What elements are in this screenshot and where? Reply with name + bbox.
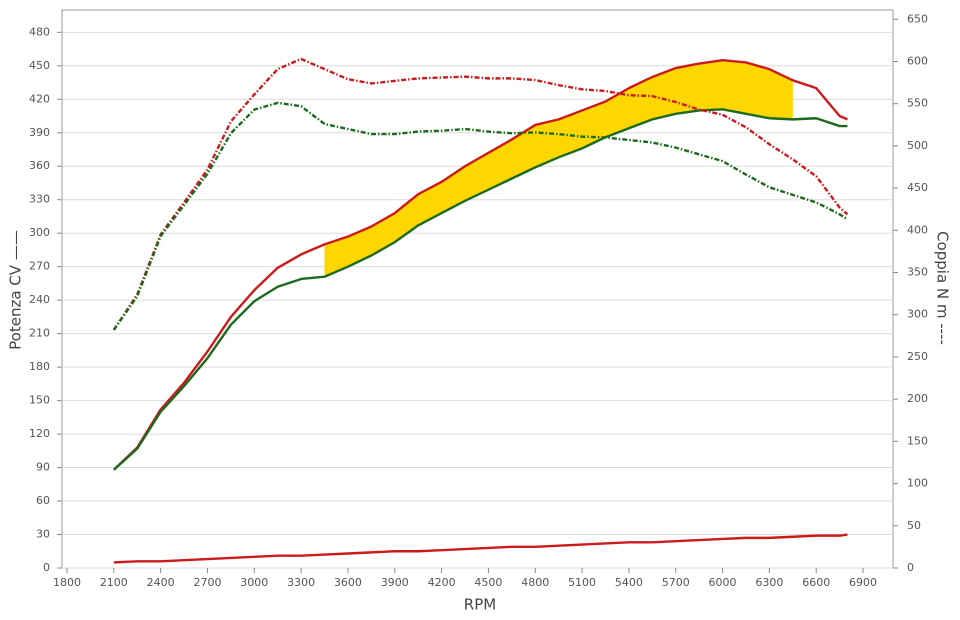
x-tick-label: 6600 xyxy=(802,576,830,589)
y-tick-label: 480 xyxy=(29,25,50,38)
x-tick-label: 3000 xyxy=(240,576,268,589)
y2-tick-label: 600 xyxy=(907,54,928,67)
y2-axis-title: Coppia N m ---- xyxy=(934,231,952,345)
y-tick-label: 150 xyxy=(29,394,50,407)
y-tick-label: 420 xyxy=(29,92,50,105)
y-tick-label: 270 xyxy=(29,260,50,273)
x-tick-label: 3600 xyxy=(334,576,362,589)
x-tick-label: 5100 xyxy=(568,576,596,589)
y-tick-label: 330 xyxy=(29,193,50,206)
series-line xyxy=(112,59,848,471)
x-tick-label: 5700 xyxy=(662,576,690,589)
y-axis-title: Potenza CV —— xyxy=(7,230,25,350)
y2-tick-label: 150 xyxy=(907,434,928,447)
y2-tick-label: 250 xyxy=(907,350,928,363)
x-tick-label: 5400 xyxy=(615,576,643,589)
y-tick-label: 360 xyxy=(29,159,50,172)
y2-tick-label: 350 xyxy=(907,266,928,279)
y2-tick-label: 100 xyxy=(907,477,928,490)
x-tick-label: 3900 xyxy=(381,576,409,589)
x-tick-label: 2100 xyxy=(100,576,128,589)
x-tick-label: 6900 xyxy=(849,576,877,589)
x-tick-label: 2400 xyxy=(147,576,175,589)
y2-tick-label: 650 xyxy=(907,12,928,25)
y-tick-label: 30 xyxy=(36,528,50,541)
series-line xyxy=(112,101,849,331)
x-tick-label: 4800 xyxy=(521,576,549,589)
series-line xyxy=(113,533,848,564)
y-tick-label: 450 xyxy=(29,59,50,72)
y2-tick-label: 200 xyxy=(907,392,928,405)
x-tick-label: 2700 xyxy=(193,576,221,589)
y2-tick-label: 300 xyxy=(907,308,928,321)
y-tick-label: 240 xyxy=(29,293,50,306)
y-tick-label: 90 xyxy=(36,461,50,474)
series-line xyxy=(112,57,849,331)
y-tick-label: 120 xyxy=(29,427,50,440)
y-tick-label: 0 xyxy=(43,561,50,574)
y2-tick-label: 0 xyxy=(907,561,914,574)
y-tick-label: 300 xyxy=(29,226,50,239)
x-tick-label: 1800 xyxy=(53,576,81,589)
x-tick-label: 4500 xyxy=(474,576,502,589)
x-tick-label: 6000 xyxy=(709,576,737,589)
y2-tick-label: 50 xyxy=(907,519,921,532)
y-tick-label: 210 xyxy=(29,327,50,340)
x-tick-label: 3300 xyxy=(287,576,315,589)
y2-tick-label: 450 xyxy=(907,181,928,194)
x-axis-title: RPM xyxy=(464,596,496,614)
y-tick-label: 180 xyxy=(29,360,50,373)
y2-tick-label: 550 xyxy=(907,97,928,110)
series-line xyxy=(113,108,848,471)
x-tick-label: 4200 xyxy=(428,576,456,589)
x-tick-label: 6300 xyxy=(755,576,783,589)
y-tick-label: 390 xyxy=(29,126,50,139)
y-tick-label: 60 xyxy=(36,494,50,507)
y2-tick-label: 400 xyxy=(907,223,928,236)
y2-tick-label: 500 xyxy=(907,139,928,152)
